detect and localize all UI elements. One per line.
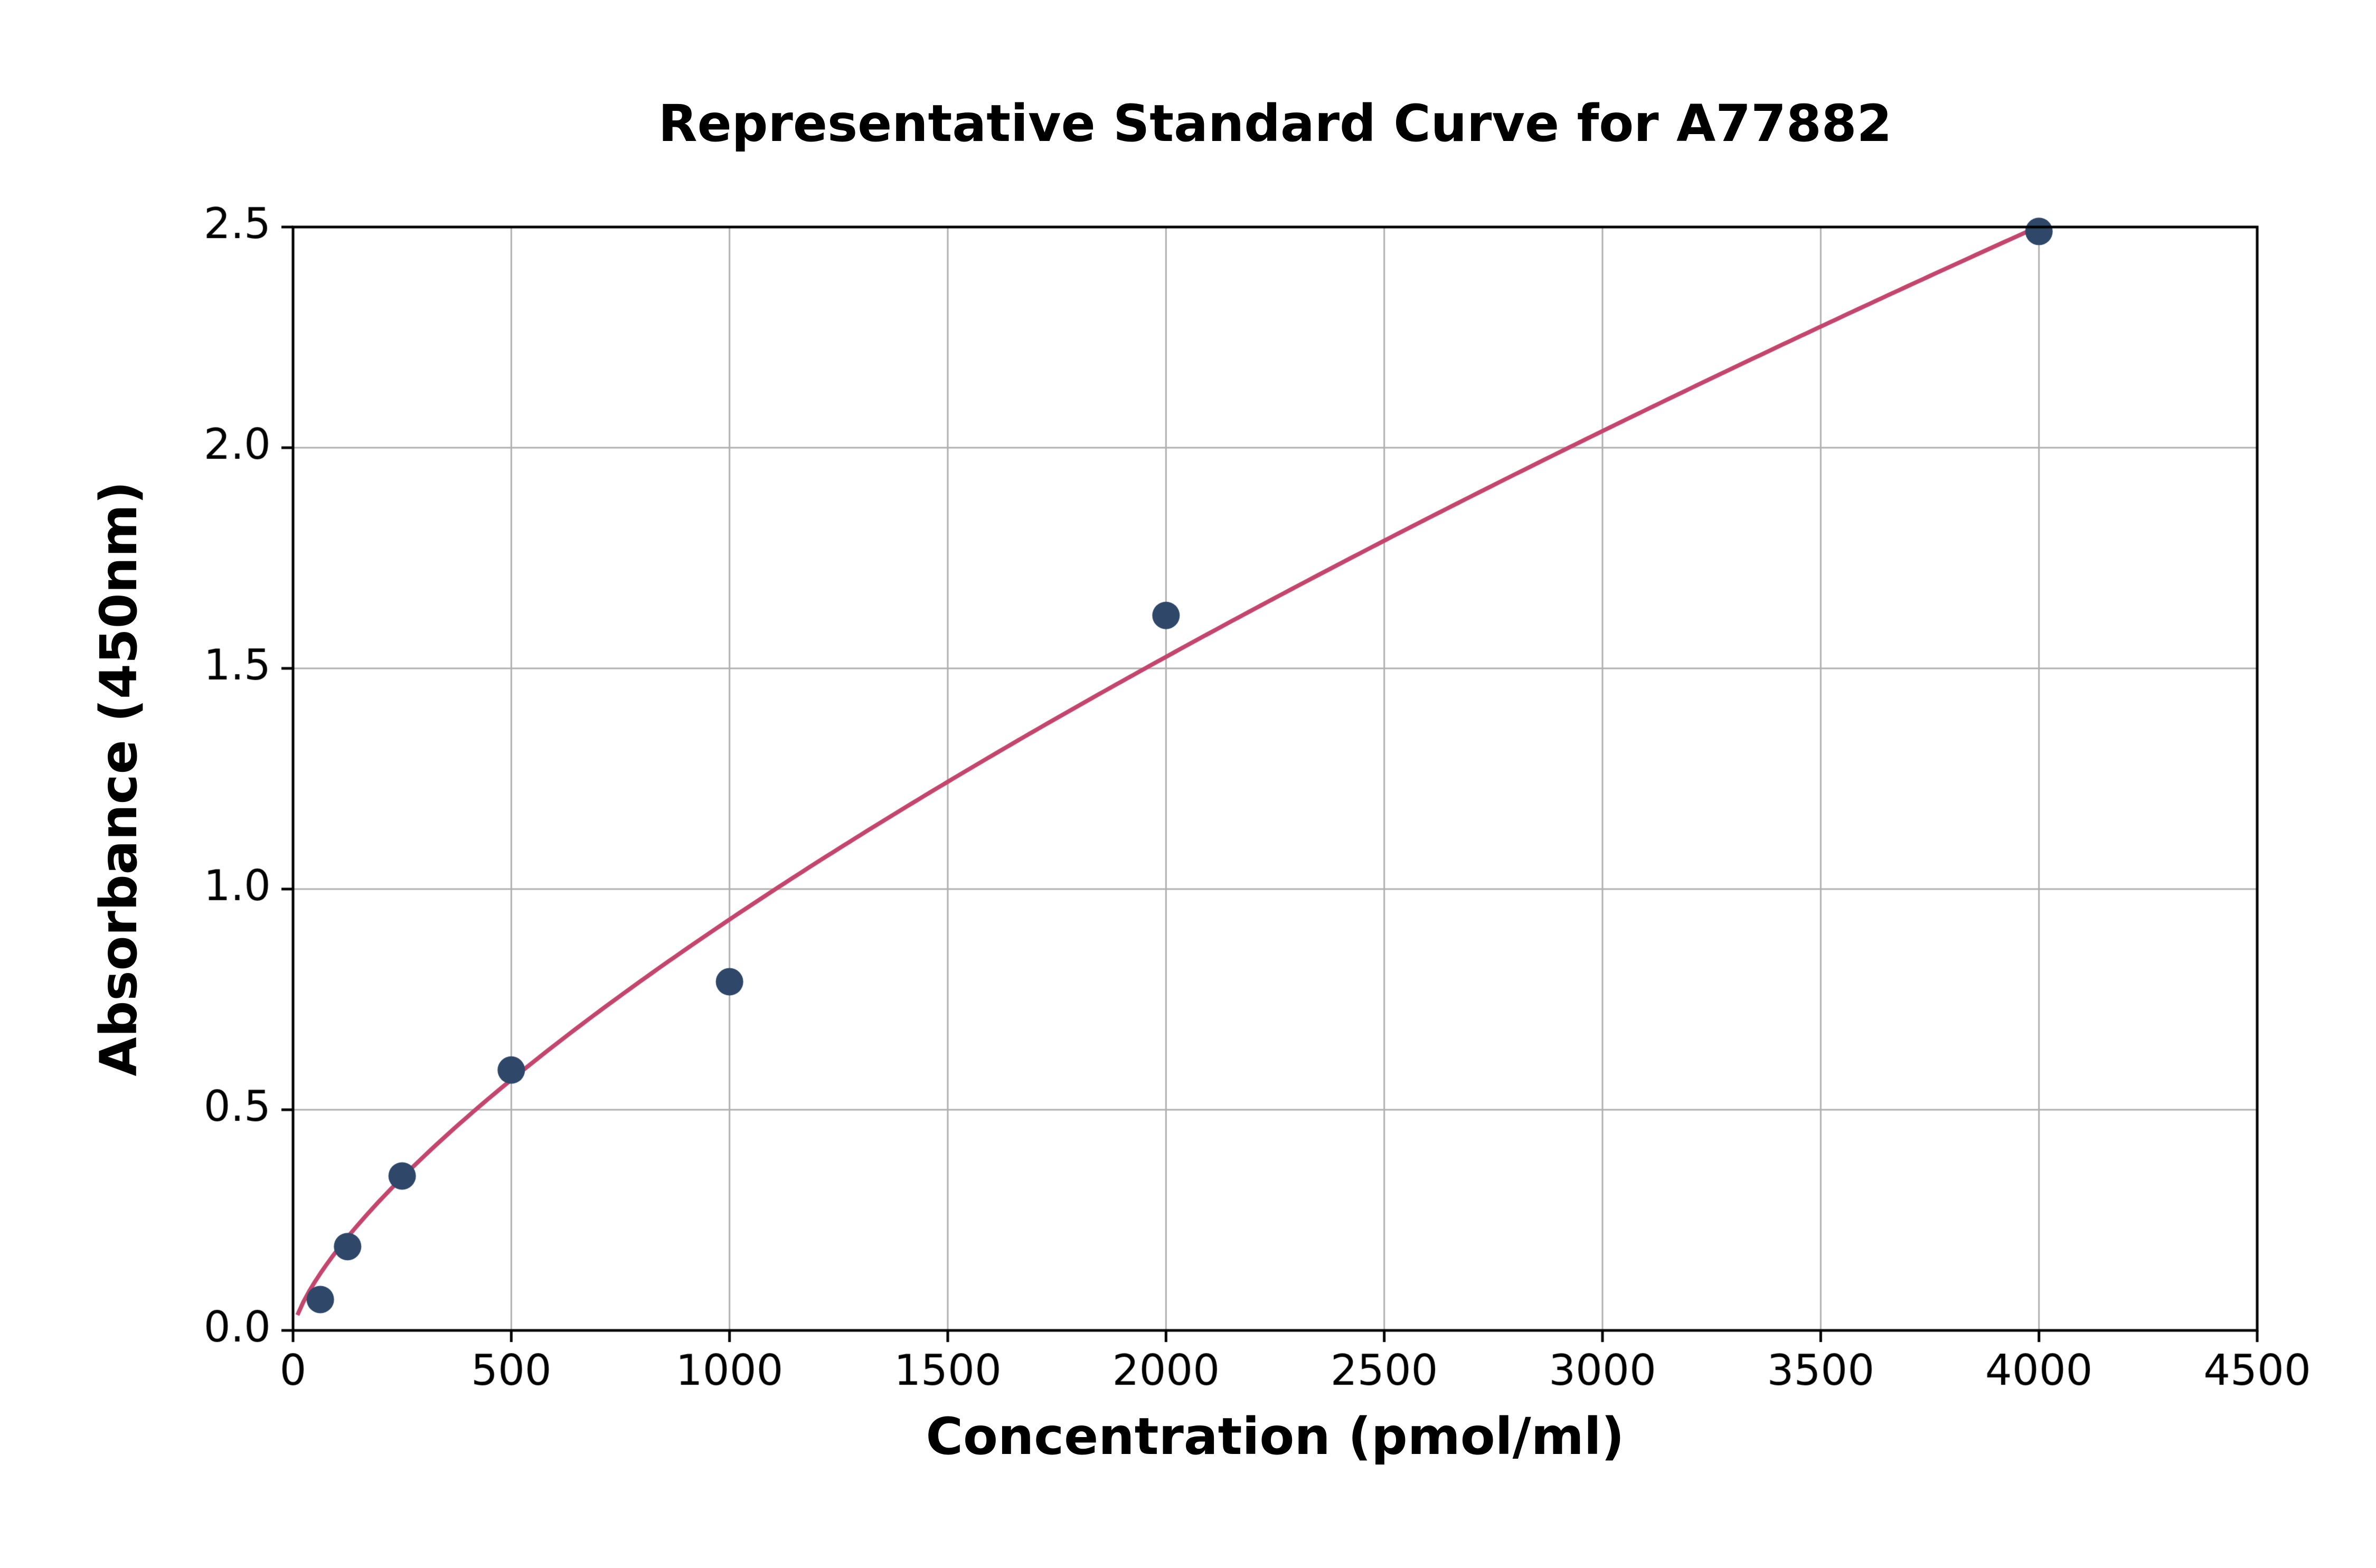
x-axis-label: Concentration (pmol/ml) bbox=[926, 1407, 1625, 1466]
chart-title: Representative Standard Curve for A77882 bbox=[658, 94, 1892, 153]
y-axis-label: Absorbance (450nm) bbox=[89, 481, 148, 1076]
